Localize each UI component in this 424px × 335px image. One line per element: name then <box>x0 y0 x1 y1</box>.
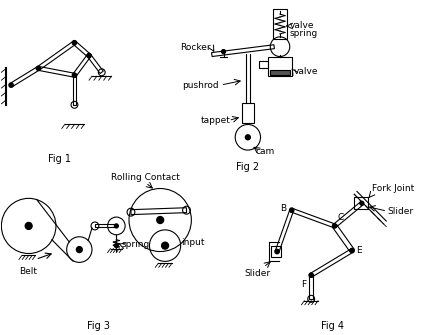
Circle shape <box>114 224 118 228</box>
Circle shape <box>114 244 118 248</box>
Circle shape <box>36 66 41 71</box>
Circle shape <box>360 201 364 205</box>
Circle shape <box>73 73 77 77</box>
Circle shape <box>76 247 82 253</box>
Text: Fork Joint: Fork Joint <box>371 185 414 193</box>
Circle shape <box>73 41 77 45</box>
Bar <box>273 9 287 39</box>
Circle shape <box>162 242 168 249</box>
Circle shape <box>332 224 337 228</box>
Text: E: E <box>356 246 362 255</box>
Text: B: B <box>280 204 286 213</box>
Circle shape <box>275 249 279 254</box>
Bar <box>271 246 281 258</box>
Text: Fig 1: Fig 1 <box>48 154 71 164</box>
Text: valve: valve <box>294 67 318 76</box>
Circle shape <box>245 135 250 140</box>
Text: tappet: tappet <box>201 116 230 125</box>
Text: input: input <box>181 238 205 247</box>
Text: Rolling Contact: Rolling Contact <box>111 173 180 182</box>
Text: spring: spring <box>121 240 150 249</box>
Circle shape <box>350 248 354 253</box>
Text: valve: valve <box>290 21 314 30</box>
Bar <box>268 57 292 76</box>
Circle shape <box>87 53 91 58</box>
Text: spring: spring <box>290 29 318 38</box>
Circle shape <box>25 222 32 229</box>
Circle shape <box>157 216 164 223</box>
Circle shape <box>9 83 13 87</box>
Bar <box>270 70 290 75</box>
Text: Rocker: Rocker <box>180 43 211 52</box>
Circle shape <box>309 273 313 277</box>
Text: Fig 4: Fig 4 <box>321 322 344 331</box>
Text: Slider: Slider <box>245 269 271 278</box>
Text: Belt: Belt <box>19 267 37 276</box>
Bar <box>354 197 368 209</box>
Bar <box>242 103 254 123</box>
Text: cam: cam <box>256 147 275 156</box>
Text: pushrod: pushrod <box>182 81 219 89</box>
Bar <box>259 61 268 68</box>
Circle shape <box>222 50 226 54</box>
Text: Fig 3: Fig 3 <box>87 322 110 331</box>
Circle shape <box>290 208 294 212</box>
Text: Slider: Slider <box>387 207 413 216</box>
Text: Fig 2: Fig 2 <box>236 162 259 172</box>
Text: C: C <box>338 213 344 222</box>
Text: F: F <box>301 280 306 289</box>
